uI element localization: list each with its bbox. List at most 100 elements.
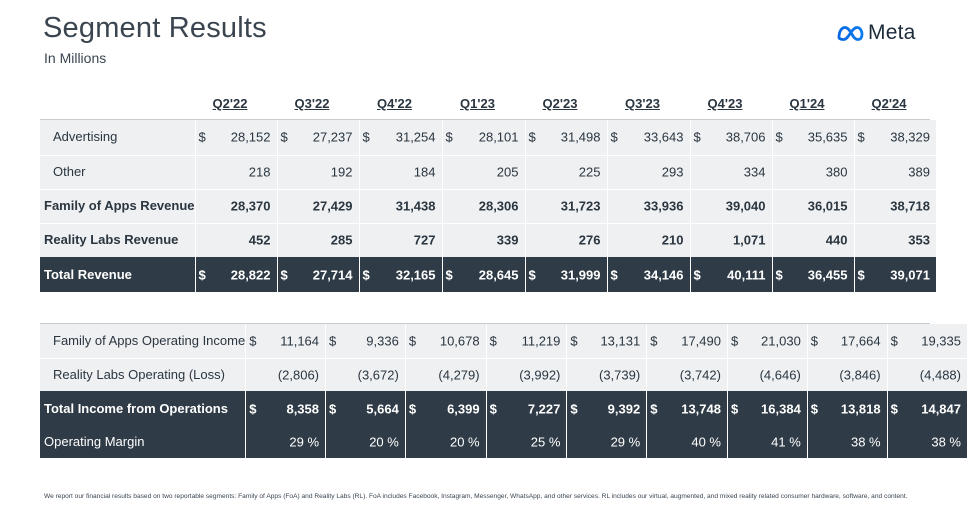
table-cell: 276: [524, 222, 607, 257]
cell-value: (3,739): [599, 367, 641, 383]
table-row: Total Income from Operations $8,358 $5,664…: [40, 391, 967, 426]
table-cell: 38,718: [853, 188, 936, 223]
currency-symbol: $: [198, 129, 206, 145]
row-label: Family of Apps Operating Income: [40, 324, 246, 358]
currency-symbol: $: [249, 401, 257, 416]
table-cell: $36,455: [771, 257, 854, 292]
table-cell: 36,015: [771, 188, 854, 223]
cell-value: 21,030: [761, 333, 801, 349]
cell-value: 36,015: [807, 198, 848, 214]
table-cell: $13,748: [646, 391, 728, 426]
cell-value: 20 %: [449, 434, 480, 450]
cell-value: 39,071: [890, 267, 930, 282]
currency-symbol: $: [730, 333, 739, 349]
table-cell: $39,071: [853, 257, 936, 292]
currency-symbol: $: [445, 267, 453, 282]
quarter-header: Q4'23: [707, 96, 743, 111]
cell-value: 27,714: [312, 267, 353, 282]
cell-value: 31,498: [560, 129, 601, 145]
table-cell: (3,672): [325, 357, 406, 391]
currency-symbol: $: [810, 333, 819, 349]
table-cell: 225: [524, 154, 607, 189]
table-cell: 40 %: [646, 426, 728, 458]
currency-symbol: $: [857, 129, 865, 145]
table-cell: 28,306: [441, 188, 525, 223]
currency-symbol: $: [650, 333, 658, 349]
table-cell: 29 %: [245, 426, 326, 458]
table-cell: (4,279): [404, 357, 487, 391]
cell-value: 28,370: [230, 198, 271, 214]
cell-value: 31,438: [395, 198, 436, 214]
table-cell: $31,254: [358, 120, 442, 155]
cell-value: 38,718: [890, 198, 930, 214]
currency-symbol: $: [610, 129, 618, 145]
meta-logo: Meta: [836, 20, 916, 46]
row-label: Total Revenue: [40, 257, 195, 292]
cell-value: 10,678: [439, 333, 480, 349]
cell-value: 20 %: [369, 434, 399, 450]
cell-value: 276: [578, 232, 601, 248]
quarter-header: Q1'24: [789, 96, 825, 111]
table-cell: 192: [276, 154, 359, 189]
cell-value: (4,488): [919, 367, 961, 383]
table-cell: 184: [358, 154, 442, 189]
cell-value: 16,384: [761, 401, 801, 416]
table-row: Operating Margin 29 % 20 % 20 % 25 % 29 % 40 %…: [40, 426, 967, 458]
table-cell: 452: [194, 222, 277, 257]
table-cell: (3,846): [806, 357, 888, 391]
table-cell: 389: [853, 154, 936, 189]
cell-value: 17,490: [681, 333, 721, 349]
cell-value: 389: [908, 164, 930, 180]
quarter-header: Q3'22: [294, 96, 330, 111]
quarter-header: Q1'23: [460, 96, 495, 111]
table-cell: 39,040: [689, 188, 772, 223]
cell-value: 27,237: [312, 129, 353, 145]
currency-symbol: $: [280, 129, 288, 145]
table-cell: $38,706: [689, 120, 772, 155]
cell-value: 11,164: [280, 333, 320, 349]
currency-symbol: $: [528, 267, 536, 282]
table-cell: $27,237: [276, 120, 359, 155]
row-label: Operating Margin: [40, 426, 246, 458]
table-cell: $9,336: [325, 324, 406, 358]
cell-value: 210: [661, 232, 684, 248]
table-cell: 38 %: [806, 426, 888, 458]
table-cell: $21,030: [726, 324, 808, 358]
cell-value: 17,664: [840, 333, 881, 349]
table-cell: 20 %: [404, 426, 487, 458]
cell-value: (4,646): [759, 367, 801, 383]
page-title: Segment Results: [43, 12, 267, 44]
cell-value: (3,992): [519, 367, 561, 383]
cell-value: 13,131: [600, 333, 641, 349]
currency-symbol: $: [249, 333, 257, 349]
table-row: Family of Apps Operating Income $11,164 $9…: [40, 324, 967, 358]
table-cell: $19,335: [886, 324, 967, 358]
table-cell: 27,429: [276, 188, 359, 223]
table-cell: $14,847: [886, 391, 967, 426]
cell-value: 11,219: [521, 333, 561, 349]
currency-symbol: $: [857, 267, 865, 282]
currency-symbol: $: [362, 129, 370, 145]
operating-income-table: Family of Apps Operating Income $11,164 $9…: [40, 324, 967, 458]
table-cell: $7,227: [485, 391, 567, 426]
table-cell: 33,936: [606, 188, 690, 223]
table-cell: $28,645: [441, 257, 525, 292]
table-cell: 210: [606, 222, 690, 257]
cell-value: 285: [330, 232, 353, 248]
table-cell: $16,384: [726, 391, 808, 426]
income-table-top-rule: [40, 323, 930, 324]
currency-symbol: $: [730, 401, 739, 416]
table-cell: 41 %: [726, 426, 808, 458]
table-cell: 353: [853, 222, 936, 257]
table-row: Advertising $28,152 $27,237 $31,254 $28,101 $…: [40, 120, 936, 155]
quarter-header: Q3'23: [625, 96, 660, 111]
table-cell: 25 %: [485, 426, 567, 458]
table-cell: $17,664: [806, 324, 888, 358]
cell-value: 35,635: [807, 129, 848, 145]
cell-value: 727: [413, 232, 436, 248]
table-row: Other 218 192 184 205 225 293 334 380 389: [40, 154, 936, 189]
cell-value: 5,664: [366, 401, 399, 416]
table-cell: $8,358: [245, 391, 326, 426]
cell-value: (3,742): [679, 367, 721, 383]
table-cell: (4,646): [726, 357, 808, 391]
